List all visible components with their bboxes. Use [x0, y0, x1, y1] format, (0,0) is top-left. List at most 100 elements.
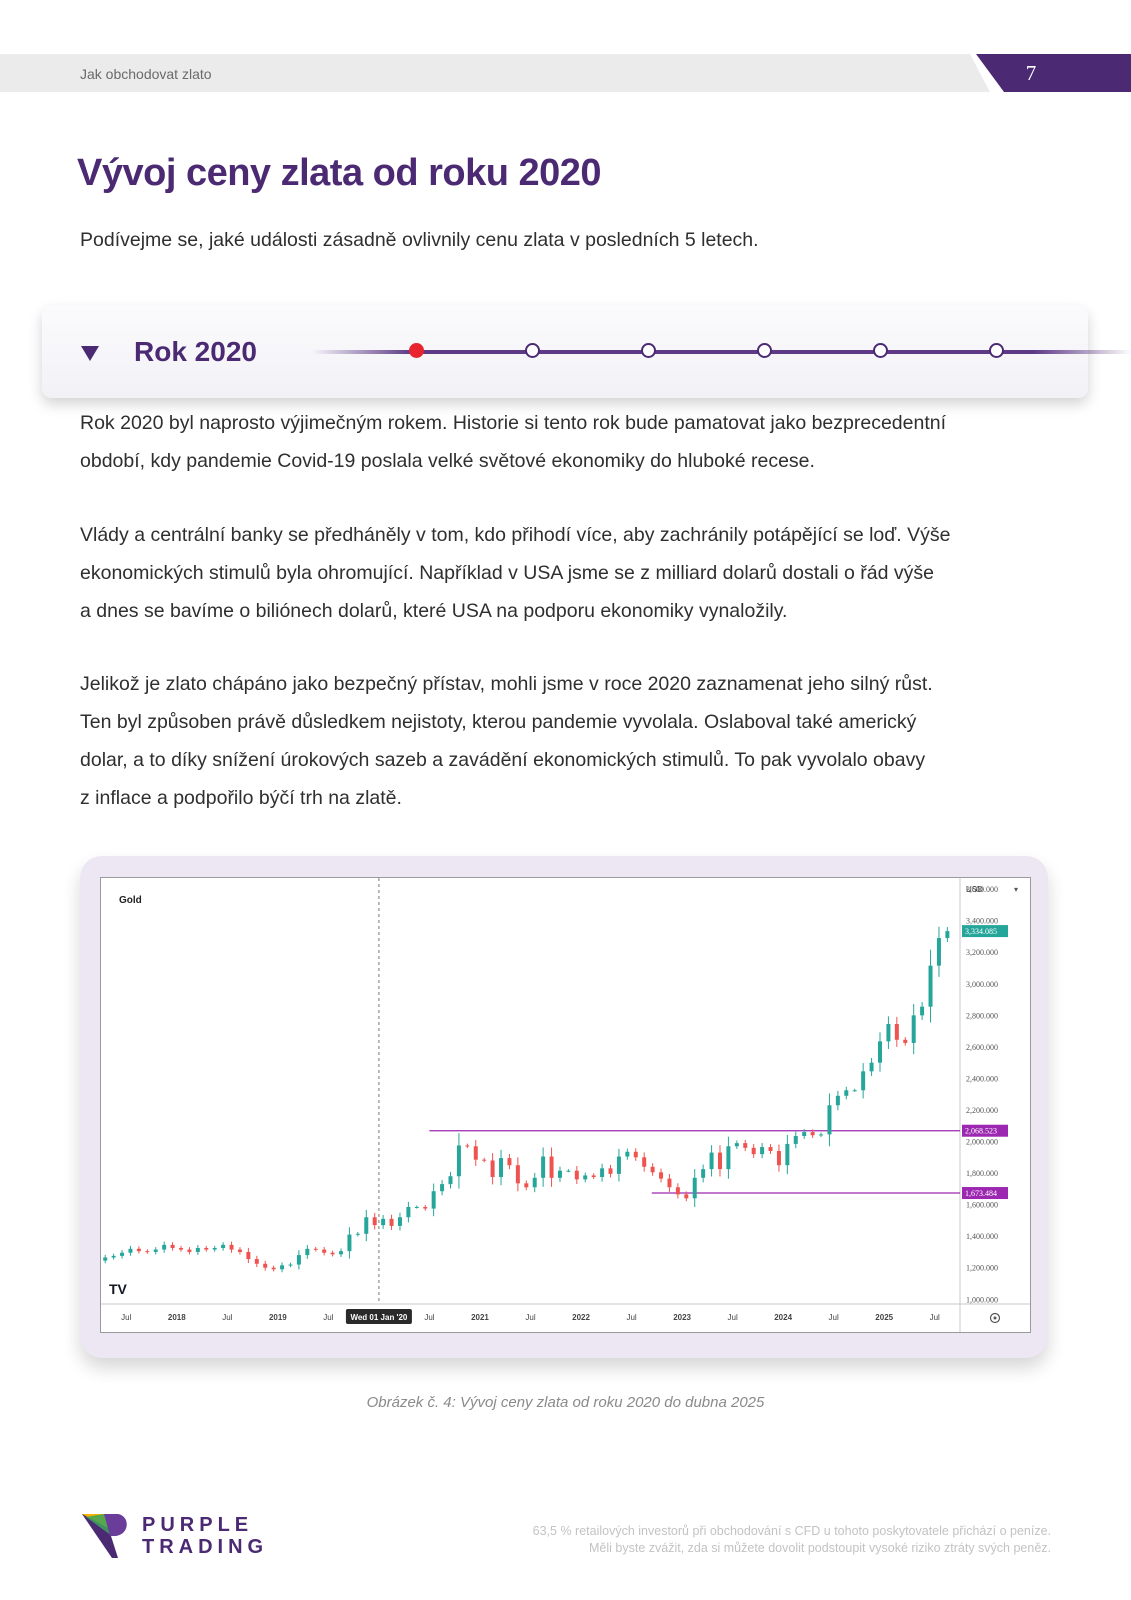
purple-trading-logo: PURPLE TRADING — [82, 1514, 263, 1562]
candle-body — [793, 1136, 798, 1144]
candle-body — [810, 1132, 815, 1136]
x-tick-label: 2023 — [673, 1313, 691, 1322]
paragraph-3: Jelikož je zlato chápáno jako bezpečný p… — [80, 665, 1050, 817]
candle-body — [448, 1176, 453, 1185]
timeline-dot[interactable] — [873, 343, 888, 358]
candle-body — [397, 1217, 402, 1226]
paragraph-line: Vlády a centrální banky se předháněly v … — [80, 524, 951, 546]
candle-body — [414, 1206, 419, 1208]
candle-body — [583, 1175, 588, 1180]
paragraph-line: ekonomických stimulů byla ohromující. Na… — [80, 562, 935, 584]
y-tick-label: 3,200.000 — [966, 948, 998, 957]
candle-body — [625, 1151, 630, 1157]
y-tick-label: 1,400.000 — [966, 1232, 998, 1241]
logo-mark-icon — [82, 1514, 127, 1558]
candle-body — [894, 1024, 899, 1040]
candle-body — [145, 1251, 150, 1253]
logo-word-trading: TRADING — [142, 1536, 269, 1558]
candle-body — [246, 1251, 251, 1260]
candle-body — [254, 1259, 259, 1264]
candle-body — [776, 1150, 781, 1166]
x-tick-label: 2018 — [168, 1313, 186, 1322]
x-tick-label: Jul — [222, 1313, 232, 1322]
disclaimer-line: 63,5 % retailových investorů při obchodo… — [532, 1524, 1051, 1538]
x-tick-label: Jul — [728, 1313, 738, 1322]
level-price-badge — [962, 1124, 1008, 1137]
x-tick-label-crosshair: Wed 01 Jan '20 — [350, 1313, 407, 1322]
header-bar — [0, 54, 990, 92]
x-tick-label: 2021 — [471, 1313, 489, 1322]
candle-body — [288, 1264, 293, 1266]
candle-body — [936, 938, 941, 966]
settings-gear-icon — [989, 1312, 1001, 1324]
candle-body — [515, 1165, 520, 1184]
x-tick-label: Jul — [424, 1313, 434, 1322]
candle-body — [844, 1090, 849, 1096]
candle-body — [313, 1248, 318, 1250]
paragraph-line: dolar, a to díky snížení úrokových sazeb… — [80, 749, 926, 771]
candle-body — [557, 1170, 562, 1178]
collapse-triangle-icon[interactable] — [81, 346, 99, 361]
candle-body — [886, 1024, 891, 1042]
candle-body — [490, 1160, 495, 1178]
y-tick-label: 2,400.000 — [966, 1074, 998, 1083]
y-tick-label: 3,400.000 — [966, 917, 998, 926]
y-tick-label: 3,600.000 — [966, 885, 998, 894]
candle-body — [549, 1156, 554, 1178]
level-price-badge — [962, 1187, 1008, 1200]
candle-body — [111, 1255, 116, 1258]
candle-body — [103, 1257, 108, 1261]
candle-body — [347, 1234, 352, 1252]
candle-body — [330, 1252, 335, 1255]
candle-body — [271, 1267, 276, 1270]
x-tick-label: 2022 — [572, 1313, 590, 1322]
x-tick-label: Jul — [930, 1313, 940, 1322]
candle-body — [456, 1145, 461, 1177]
logo-word-purple: PURPLE — [142, 1514, 254, 1536]
candle-body — [339, 1251, 344, 1255]
level-price-label: 1,673.484 — [965, 1189, 997, 1198]
candle-body — [406, 1206, 411, 1218]
candle-body — [296, 1255, 301, 1265]
candle-body — [574, 1170, 579, 1180]
candle-body — [473, 1146, 478, 1160]
candle-body — [440, 1184, 445, 1192]
page-header: Jak obchodovat zlato 7 — [0, 54, 1131, 92]
timeline-dot[interactable] — [525, 343, 540, 358]
candle-body — [364, 1217, 369, 1234]
timeline-dot-active[interactable] — [409, 343, 424, 358]
intro-text: Podívejme se, jaké události zásadně ovli… — [80, 229, 759, 251]
candle-body — [524, 1183, 529, 1188]
candle-body — [642, 1157, 647, 1167]
timeline-dot[interactable] — [757, 343, 772, 358]
y-tick-label: 1,600.000 — [966, 1201, 998, 1210]
y-tick-label: 1,000.000 — [966, 1295, 998, 1304]
candle-body — [616, 1156, 621, 1174]
candle-body — [162, 1244, 167, 1250]
candle-body — [861, 1071, 866, 1091]
candle-body — [465, 1145, 470, 1147]
timeline-track — [312, 350, 1131, 354]
header-doc-title: Jak obchodovat zlato — [80, 66, 212, 82]
candle-body — [482, 1159, 487, 1161]
x-tick-label: 2025 — [875, 1313, 893, 1322]
candle-body — [751, 1147, 756, 1155]
timeline-dot[interactable] — [641, 343, 656, 358]
x-tick-label: 2019 — [269, 1313, 287, 1322]
candle-body — [195, 1248, 200, 1252]
instrument-label: Gold — [119, 895, 142, 906]
gold-price-chart: Gold USD ▾ 3,600.000 3,400.000 3,200.000 3,000… — [100, 877, 1031, 1333]
candle-body — [768, 1147, 773, 1151]
page-title: Vývoj ceny zlata od roku 2020 — [77, 152, 602, 194]
paragraph-line: Jelikož je zlato chápáno jako bezpečný p… — [80, 673, 933, 695]
y-tick-label: 2,000.000 — [966, 1138, 998, 1147]
last-price-badge — [962, 925, 1008, 938]
paragraph-line: Rok 2020 byl naprosto výjimečným rokem. … — [80, 412, 947, 434]
timeline-dot[interactable] — [989, 343, 1004, 358]
candle-body — [263, 1263, 268, 1268]
y-tick-label: 2,800.000 — [966, 1011, 998, 1020]
candle-body — [532, 1177, 537, 1188]
candle-body — [717, 1152, 722, 1170]
candle-body — [819, 1134, 824, 1136]
risk-disclaimer: 63,5 % retailových investorů při obchodo… — [533, 1523, 1051, 1557]
